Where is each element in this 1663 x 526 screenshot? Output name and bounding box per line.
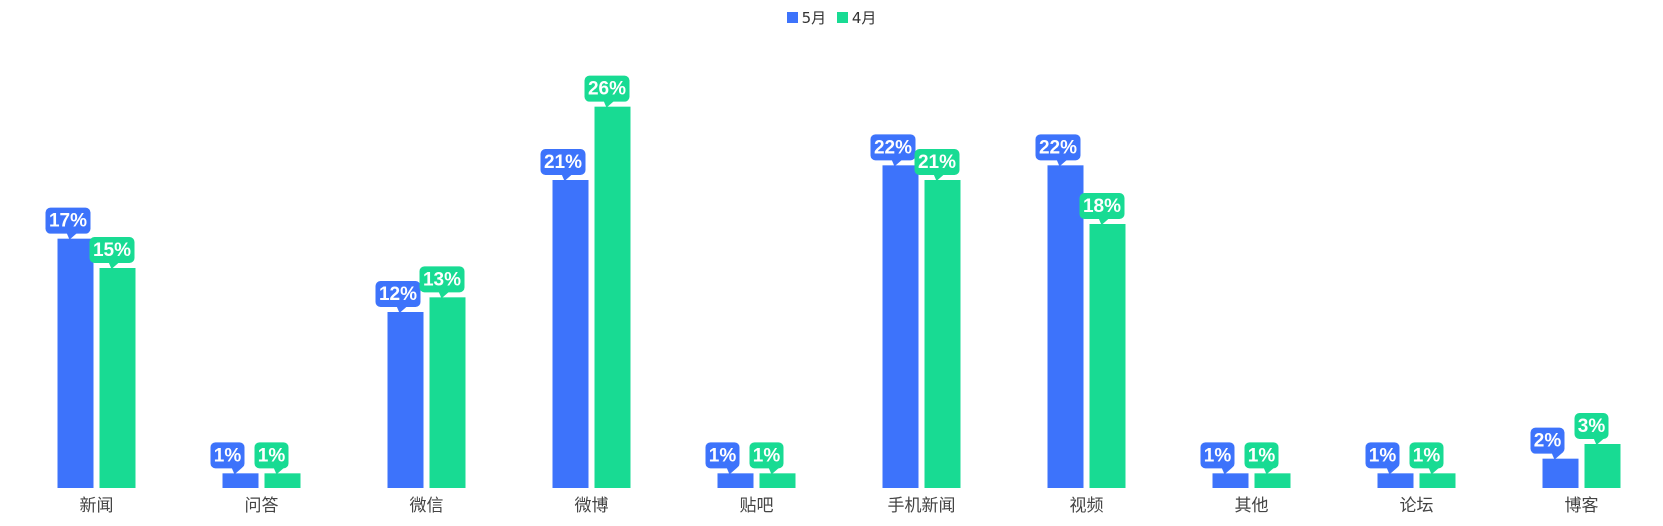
bar-may-8[interactable] — [1377, 473, 1414, 488]
bar-april-7[interactable] — [1254, 473, 1291, 488]
data-label-may-0: 17% — [45, 207, 91, 240]
svg-text:15%: 15% — [93, 240, 131, 261]
data-label-april-5: 21% — [914, 149, 960, 181]
bars-group — [57, 106, 1621, 489]
legend: 5月 4月 — [0, 7, 1663, 28]
svg-text:1%: 1% — [1248, 445, 1276, 466]
svg-text:1%: 1% — [1413, 445, 1441, 466]
legend-item-may[interactable]: 5月 — [786, 7, 827, 28]
svg-text:1%: 1% — [709, 445, 737, 466]
svg-text:22%: 22% — [1039, 137, 1077, 158]
data-label-april-1: 1% — [254, 442, 289, 475]
data-label-may-5: 22% — [870, 134, 916, 167]
data-label-april-2: 13% — [419, 266, 465, 299]
x-axis-ticks: 新闻 问答 微信 微博 贴吧 手机新闻 视频 其他 论坛 博客 — [80, 496, 1599, 516]
bar-april-2[interactable] — [429, 297, 466, 488]
x-tick-label-1: 问答 — [245, 496, 279, 516]
data-label-april-8: 1% — [1409, 442, 1444, 475]
svg-text:21%: 21% — [544, 152, 582, 173]
x-tick-label-5: 手机新闻 — [888, 496, 956, 516]
legend-swatch-may — [786, 12, 798, 23]
x-tick-label-4: 贴吧 — [740, 496, 774, 516]
data-label-april-6: 18% — [1079, 193, 1125, 225]
legend-swatch-april — [836, 12, 848, 23]
svg-text:3%: 3% — [1578, 416, 1606, 437]
data-label-april-0: 15% — [89, 237, 135, 269]
svg-text:1%: 1% — [1369, 445, 1397, 466]
bar-may-6[interactable] — [1047, 165, 1084, 489]
svg-text:1%: 1% — [258, 445, 286, 466]
bar-april-6[interactable] — [1089, 224, 1126, 488]
data-label-may-3: 21% — [540, 149, 586, 181]
svg-text:1%: 1% — [214, 445, 242, 466]
data-labels-group: 17% 15% 1% 1% 12% 13% 21% 26% 1% 1% 22% 21% 22% 18% 1%… — [45, 75, 1609, 475]
bar-may-4[interactable] — [717, 473, 754, 488]
svg-text:1%: 1% — [1204, 445, 1232, 466]
svg-text:1%: 1% — [753, 445, 781, 466]
bar-may-0[interactable] — [57, 238, 94, 488]
bar-april-5[interactable] — [924, 180, 961, 488]
bar-may-5[interactable] — [882, 165, 919, 489]
svg-text:21%: 21% — [918, 152, 956, 173]
data-label-may-6: 22% — [1035, 134, 1081, 167]
bar-may-2[interactable] — [387, 312, 424, 488]
x-tick-label-9: 博客 — [1565, 496, 1599, 516]
data-label-april-3: 26% — [584, 75, 630, 108]
data-label-april-9: 3% — [1574, 413, 1609, 445]
x-tick-label-3: 微博 — [575, 496, 609, 516]
svg-text:18%: 18% — [1083, 196, 1121, 217]
data-label-may-9: 2% — [1530, 427, 1565, 460]
data-label-april-4: 1% — [749, 442, 784, 475]
bar-may-9[interactable] — [1542, 458, 1579, 488]
bar-april-1[interactable] — [264, 473, 301, 488]
legend-label-may: 5月 — [801, 9, 827, 27]
svg-text:2%: 2% — [1534, 431, 1562, 452]
data-label-may-4: 1% — [705, 442, 740, 475]
bar-may-3[interactable] — [552, 180, 589, 488]
bar-april-0[interactable] — [99, 268, 136, 488]
data-label-may-8: 1% — [1365, 442, 1400, 475]
data-label-may-2: 12% — [375, 281, 421, 313]
bar-april-4[interactable] — [759, 473, 796, 488]
x-tick-label-8: 论坛 — [1400, 496, 1434, 516]
svg-text:13%: 13% — [423, 269, 461, 290]
svg-text:17%: 17% — [49, 211, 87, 232]
x-tick-label-7: 其他 — [1235, 496, 1269, 516]
svg-text:26%: 26% — [588, 79, 626, 100]
svg-text:12%: 12% — [379, 284, 417, 305]
bar-april-8[interactable] — [1419, 473, 1456, 488]
bar-april-9[interactable] — [1584, 444, 1621, 488]
data-label-may-7: 1% — [1200, 442, 1235, 475]
svg-text:22%: 22% — [874, 137, 912, 158]
x-tick-label-0: 新闻 — [80, 496, 114, 516]
x-tick-label-2: 微信 — [410, 496, 444, 516]
bar-april-3[interactable] — [594, 106, 631, 489]
legend-item-april[interactable]: 4月 — [836, 7, 877, 28]
data-label-may-1: 1% — [210, 442, 245, 475]
legend-label-april: 4月 — [851, 9, 877, 27]
bar-may-7[interactable] — [1212, 473, 1249, 488]
data-label-april-7: 1% — [1244, 442, 1279, 475]
x-tick-label-6: 视频 — [1070, 496, 1104, 516]
bar-may-1[interactable] — [222, 473, 259, 488]
